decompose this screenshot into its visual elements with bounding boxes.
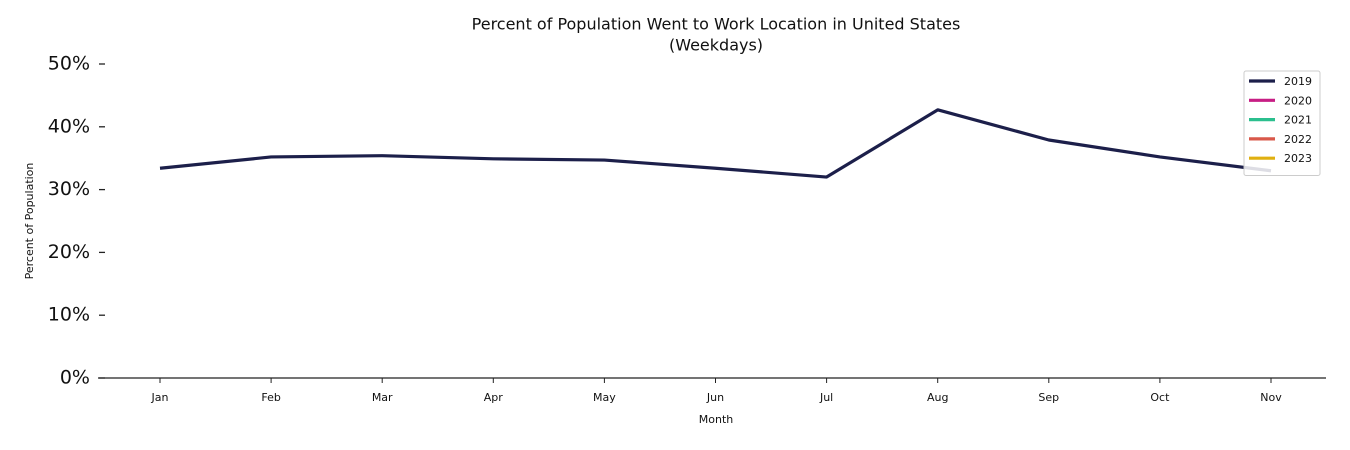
chart-subtitle: (Weekdays) (669, 36, 763, 55)
y-tick-label: 50% (48, 53, 90, 75)
legend-label: 2019 (1284, 75, 1312, 88)
x-tick-label: Aug (927, 391, 948, 404)
line-series (159, 108, 1272, 179)
legend-label: 2023 (1284, 152, 1312, 165)
legend-box (1243, 70, 1321, 176)
x-tick-label: Mar (372, 391, 393, 404)
x-tick-label: Feb (261, 391, 280, 404)
x-tick-label: Oct (1150, 391, 1170, 404)
legend-label: 2022 (1284, 133, 1312, 146)
x-tick-label: May (593, 391, 616, 404)
x-axis-label: Month (699, 413, 734, 426)
x-tick-label: Nov (1260, 391, 1282, 404)
y-tick-label: 10% (48, 304, 90, 326)
y-tick-label: 0% (60, 367, 90, 389)
x-tick-label: Jul (819, 391, 833, 404)
y-tick-label: 30% (48, 178, 90, 200)
y-tick-label: 20% (48, 241, 90, 263)
x-tick-label: Apr (484, 391, 504, 404)
x-tick-label: Jun (706, 391, 724, 404)
x-tick-label: Jan (151, 391, 169, 404)
x-tick-label: Sep (1038, 391, 1059, 404)
y-tick-label: 40% (48, 115, 90, 137)
chart-title: Percent of Population Went to Work Locat… (472, 15, 961, 34)
legend-label: 2020 (1284, 94, 1312, 107)
y-axis-label: Percent of Population (23, 163, 36, 280)
legend-label: 2021 (1284, 114, 1312, 127)
